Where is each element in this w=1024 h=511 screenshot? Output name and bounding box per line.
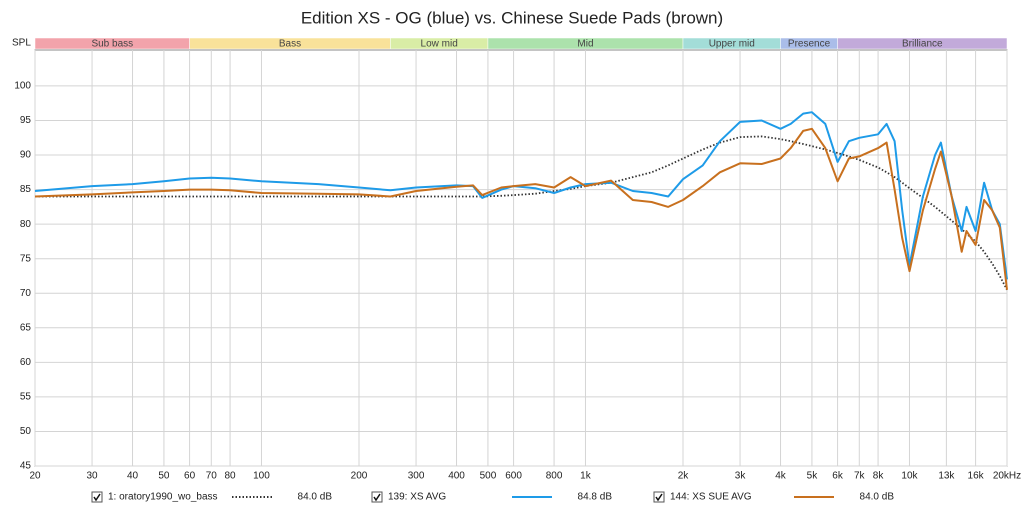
x-tick-label: 16k: [968, 471, 985, 482]
x-tick-label: 5k: [807, 471, 819, 482]
x-tick-label: 200: [351, 471, 368, 482]
y-tick-label: 55: [20, 392, 32, 403]
legend-value: 84.8 dB: [578, 492, 613, 503]
x-tick-label: 30: [86, 471, 98, 482]
band-label: Brilliance: [902, 39, 943, 50]
y-tick-label: 85: [20, 184, 32, 195]
chart-title: Edition XS - OG (blue) vs. Chinese Suede…: [301, 8, 723, 27]
x-tick-label: 20kHz: [993, 471, 1021, 482]
y-axis-label: SPL: [12, 38, 31, 49]
y-tick-label: 70: [20, 288, 32, 299]
x-tick-label: 70: [206, 471, 218, 482]
legend-label: 139: XS AVG: [388, 492, 446, 503]
band-label: Mid: [577, 39, 593, 50]
legend-check: [373, 493, 381, 502]
x-tick-label: 300: [408, 471, 425, 482]
legend-label: 1: oratory1990_wo_bass: [108, 492, 218, 503]
band-label: Sub bass: [91, 39, 133, 50]
legend-checkbox[interactable]: [91, 491, 103, 503]
x-tick-label: 100: [253, 471, 270, 482]
x-tick-label: 600: [505, 471, 522, 482]
band-label: Presence: [788, 39, 831, 50]
legend-check: [93, 493, 101, 502]
y-tick-label: 60: [20, 357, 32, 368]
x-tick-label: 13k: [938, 471, 955, 482]
x-tick-label: 3k: [735, 471, 747, 482]
x-tick-label: 1k: [580, 471, 592, 482]
y-tick-label: 100: [14, 81, 31, 92]
x-tick-label: 7k: [854, 471, 866, 482]
x-tick-label: 60: [184, 471, 196, 482]
x-tick-label: 8k: [873, 471, 885, 482]
legend-value: 84.0 dB: [298, 492, 333, 503]
y-tick-label: 45: [20, 461, 32, 472]
band: [837, 37, 1008, 50]
legend-checkbox[interactable]: [653, 491, 665, 503]
x-tick-label: 20: [29, 471, 41, 482]
x-tick-label: 80: [225, 471, 237, 482]
plot-area: [34, 49, 1008, 467]
band-label: Low mid: [421, 39, 458, 50]
x-tick-label: 50: [158, 471, 170, 482]
band-label: Upper mid: [709, 39, 755, 50]
x-tick-label: 40: [127, 471, 139, 482]
y-tick-label: 75: [20, 253, 32, 264]
x-tick-label: 800: [546, 471, 563, 482]
x-tick-label: 6k: [832, 471, 844, 482]
y-tick-label: 95: [20, 115, 32, 126]
x-tick-label: 500: [480, 471, 497, 482]
series-line: [34, 127, 1008, 290]
legend-checkbox[interactable]: [371, 491, 383, 503]
x-tick-label: 2k: [678, 471, 690, 482]
y-tick-label: 80: [20, 219, 32, 230]
series-line: [34, 111, 1008, 280]
legend-value: 84.0 dB: [860, 492, 895, 503]
band-label: Bass: [279, 39, 301, 50]
legend-label: 144: XS SUE AVG: [670, 492, 752, 503]
x-tick-label: 4k: [775, 471, 787, 482]
y-tick-label: 50: [20, 426, 32, 437]
y-tick-label: 65: [20, 322, 32, 333]
x-tick-label: 10k: [901, 471, 918, 482]
y-tick-label: 90: [20, 150, 32, 161]
x-tick-label: 400: [448, 471, 465, 482]
legend-check: [655, 493, 663, 502]
